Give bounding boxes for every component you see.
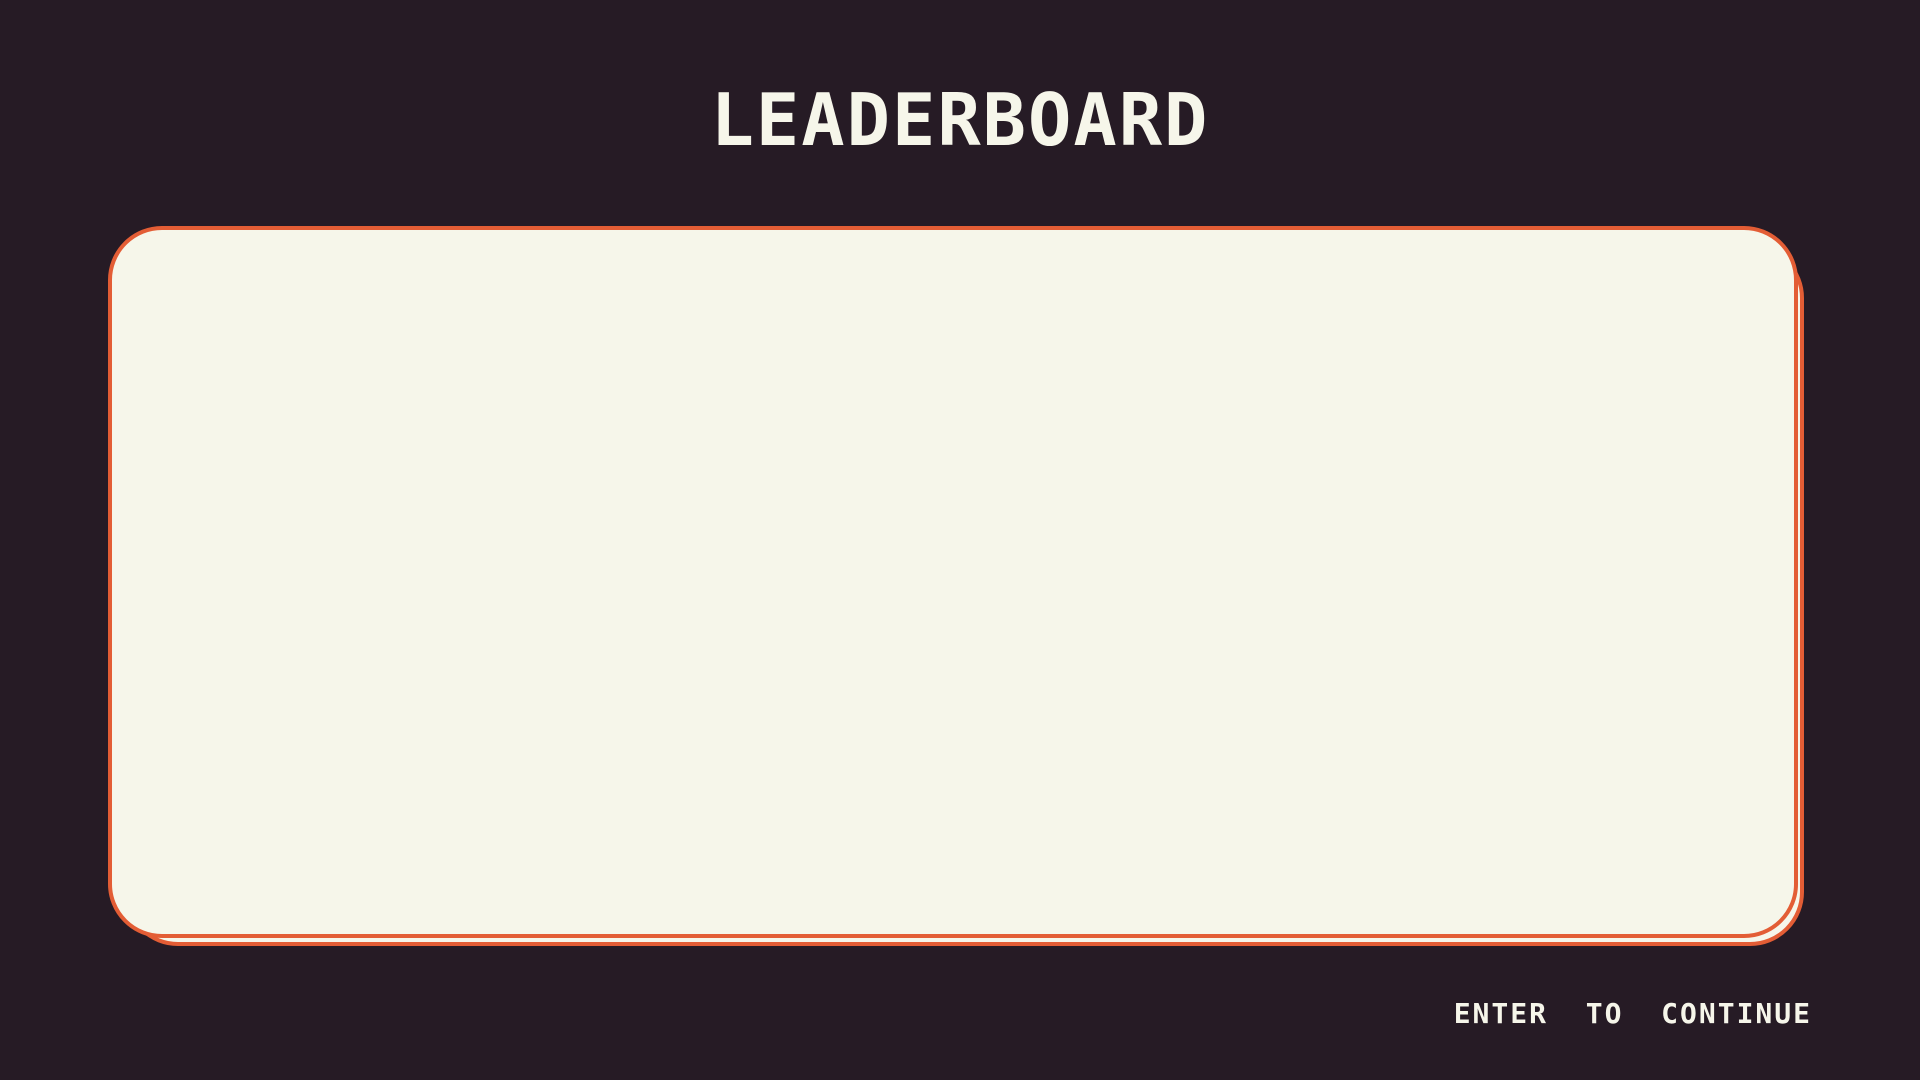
continue-hint: ENTER TO CONTINUE [1453,997,1812,1030]
leaderboard-title: LEADERBOARD [710,78,1210,162]
leaderboard-panel [108,226,1798,938]
